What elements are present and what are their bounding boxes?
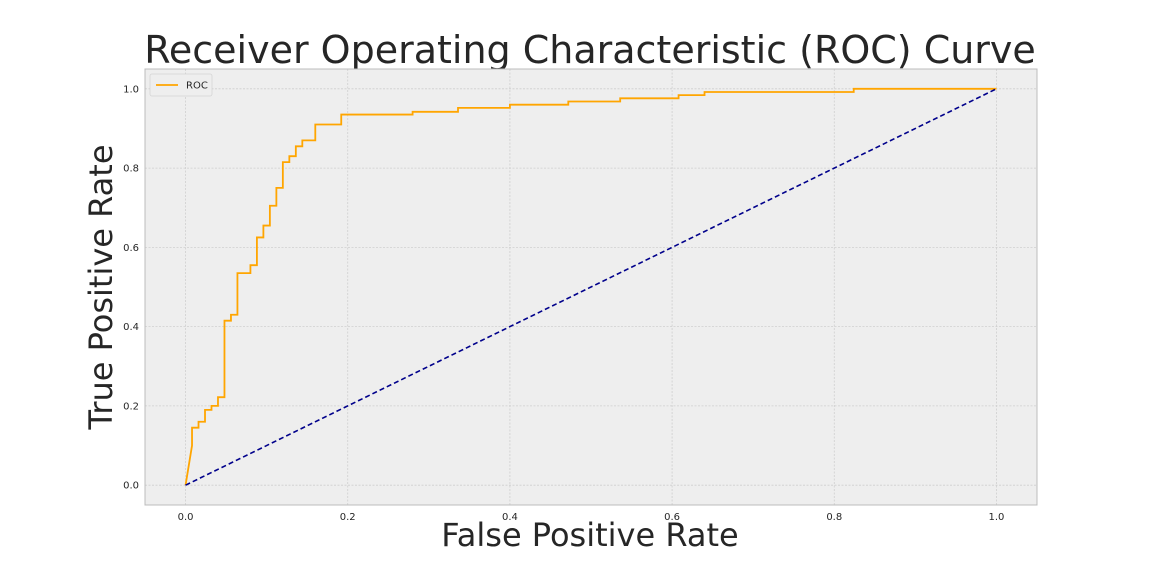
tick-labels: 0.0 0.2 0.4 0.6 0.8 1.0 0.0 0.2 0.4 0.6 0.8 1.0 [123,84,1004,523]
diagonal-reference-line [185,88,997,486]
y-tick-label: 0.0 [123,481,139,492]
x-tick-label: 0.6 [664,512,680,523]
grid [145,69,1037,505]
y-tick-label: 0.2 [123,401,139,412]
x-tick-label: 0.2 [340,512,356,523]
chart-title: Receiver Operating Characteristic (ROC) … [144,28,1036,72]
x-tick-label: 0.8 [826,512,842,523]
legend-box [149,73,213,97]
x-tick-label: 0.0 [178,512,194,523]
y-tick-label: 0.8 [123,164,139,175]
x-tick-label: 1.0 [989,512,1005,523]
x-axis-label: False Positive Rate [441,516,738,554]
x-tick-label: 0.4 [502,512,518,523]
series-lines [184,87,997,486]
y-axis-label: True Positive Rate [82,144,120,430]
series-line-roc [184,87,997,486]
plot-frame [144,68,1038,506]
legend: ROC [149,73,213,97]
y-tick-label: 1.0 [123,84,139,95]
legend-label: ROC [186,81,208,92]
y-tick-label: 0.6 [123,243,139,254]
y-tick-label: 0.4 [123,322,139,333]
